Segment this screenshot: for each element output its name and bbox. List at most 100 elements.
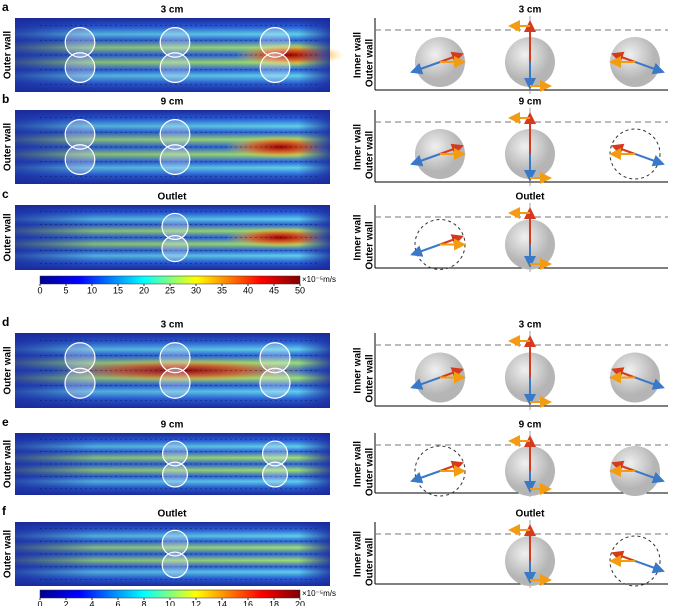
colorbar: [39, 589, 301, 599]
wall-label: Inner wall: [353, 124, 364, 170]
wall-label: Outer wall: [365, 538, 376, 587]
panel-letter: a: [2, 0, 9, 14]
particle: [161, 234, 189, 263]
right-title: 9 cm: [519, 420, 542, 431]
wall-label: Outer wall: [365, 448, 376, 497]
left-title: 9 cm: [161, 420, 184, 431]
arrow: [611, 143, 636, 156]
panel-letter: e: [2, 415, 9, 429]
flow-fade: [15, 205, 330, 270]
colorbar-tick-label: 20: [139, 285, 149, 295]
flow-fade: [15, 522, 330, 586]
particle: [161, 551, 189, 579]
arrow: [634, 61, 665, 75]
particle: [64, 144, 96, 175]
arrow: [410, 61, 441, 75]
particle: [159, 27, 191, 58]
colorbar-tick-label: 15: [113, 285, 123, 295]
wall-label: Outer wall: [3, 31, 14, 80]
particle: [64, 119, 96, 150]
particle: [64, 367, 96, 399]
particle: [159, 144, 191, 175]
particle: [64, 342, 96, 374]
wall-label: Inner wall: [353, 32, 364, 78]
wall-label: Outer wall: [3, 346, 14, 395]
arrow: [439, 460, 464, 473]
colorbar-tick-label: 25: [165, 285, 175, 295]
wall-label: Outer wall: [3, 123, 14, 172]
colorbar-tick-label: 10: [87, 285, 97, 295]
particle: [162, 440, 189, 467]
particle: [159, 119, 191, 150]
particle: [262, 461, 289, 488]
colorbar-tick-label: 45: [269, 285, 279, 295]
arrow: [634, 153, 665, 167]
arrow: [611, 51, 636, 64]
colorbar-unit: ×10⁻⁵m/s: [302, 275, 336, 284]
left-title: 3 cm: [161, 5, 184, 16]
colorbar-tick-label: 50: [295, 285, 305, 295]
particle: [161, 529, 189, 557]
left-title: 3 cm: [161, 320, 184, 331]
particle: [64, 27, 96, 58]
wall-label: Inner wall: [353, 214, 364, 260]
wall-label: Outer wall: [3, 530, 14, 579]
colorbar-tick-label: 6: [115, 599, 120, 606]
particle: [259, 27, 291, 58]
colorbar-tick-label: 8: [141, 599, 146, 606]
particle: [259, 367, 291, 399]
arrow: [634, 376, 665, 390]
arrow: [410, 153, 441, 167]
arrow: [410, 470, 441, 484]
colorbar-tick-label: 20: [295, 599, 305, 606]
wall-label: Outer wall: [365, 131, 376, 180]
colorbar-tick-label: 0: [37, 599, 42, 606]
right-title: 9 cm: [519, 97, 542, 108]
wall-label: Inner wall: [353, 441, 364, 487]
arrow: [410, 243, 441, 257]
colorbar-tick-label: 18: [269, 599, 279, 606]
right-title: 3 cm: [519, 5, 542, 16]
flow-fade: [15, 110, 330, 184]
particle: [159, 52, 191, 83]
colorbar-tick-label: 0: [37, 285, 42, 295]
colorbar: [39, 275, 301, 285]
colorbar-tick-label: 16: [243, 599, 253, 606]
particle: [259, 52, 291, 83]
right-title: Outlet: [516, 192, 546, 203]
left-title: Outlet: [158, 509, 188, 520]
colorbar-tick-label: 30: [191, 285, 201, 295]
arrow: [634, 470, 665, 484]
particle: [159, 342, 191, 374]
particle: [259, 342, 291, 374]
left-title: Outlet: [158, 192, 188, 203]
wall-label: Inner wall: [353, 347, 364, 393]
particle: [159, 367, 191, 399]
particle: [162, 461, 189, 488]
arrow: [439, 51, 464, 64]
wall-label: Outer wall: [365, 221, 376, 270]
colorbar-unit: ×10⁻⁵m/s: [302, 589, 336, 598]
wall-label: Inner wall: [353, 531, 364, 577]
arrow: [410, 376, 441, 390]
colorbar-tick-label: 12: [191, 599, 201, 606]
arrow: [611, 550, 636, 563]
colorbar-tick-label: 40: [243, 285, 253, 295]
arrow: [611, 460, 636, 473]
flow-fade: [15, 333, 330, 408]
colorbar-tick-label: 10: [165, 599, 175, 606]
arrow: [611, 367, 636, 379]
colorbar-tick-label: 14: [217, 599, 227, 606]
panel-letter: d: [2, 315, 9, 329]
particle: [161, 212, 189, 241]
colorbar-tick-label: 4: [89, 599, 94, 606]
wall-label: Outer wall: [365, 39, 376, 88]
panel-letter: c: [2, 187, 9, 201]
flow-fade: [15, 433, 330, 495]
arrow: [439, 143, 464, 156]
arrow: [439, 367, 464, 379]
left-title: 9 cm: [161, 97, 184, 108]
wall-label: Outer wall: [3, 440, 14, 489]
particle: [64, 52, 96, 83]
